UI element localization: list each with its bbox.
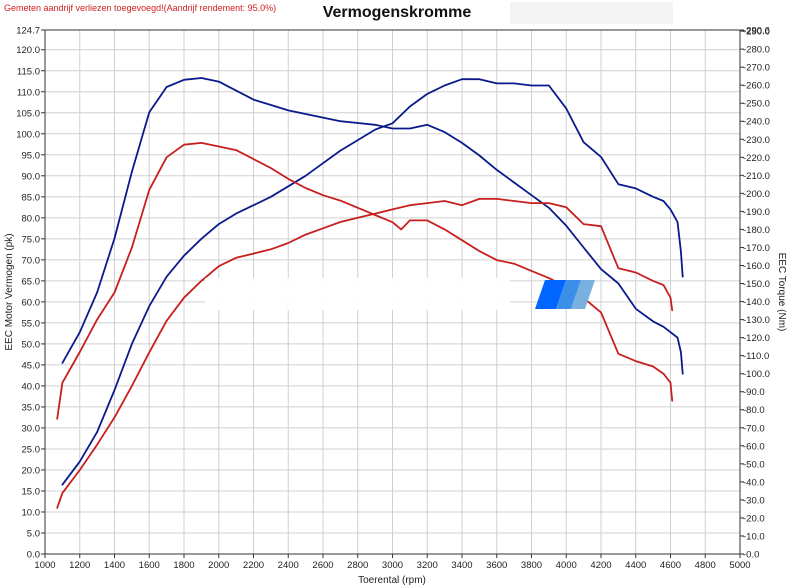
x-tick-label: 2600 bbox=[312, 560, 333, 571]
y2-tick-label: -130.0 bbox=[743, 315, 770, 326]
series-line-blue-power bbox=[61, 78, 684, 486]
y-tick-label: 30.0 bbox=[22, 423, 41, 434]
y2-tick-label: -30.0 bbox=[743, 495, 765, 506]
y2-tick-label: -160.0 bbox=[743, 261, 770, 272]
right-axis-title: EEC Torque (Nm) bbox=[776, 253, 787, 332]
x-tick-label: 1800 bbox=[173, 560, 194, 571]
y-tick-label: 10.0 bbox=[22, 507, 41, 518]
x-axis-title: Toerental (rpm) bbox=[358, 575, 426, 586]
y2-tick-label: -240.0 bbox=[743, 117, 770, 128]
y-tick-label: 120.0 bbox=[16, 45, 40, 56]
x-tick-label: 2200 bbox=[243, 560, 264, 571]
y-tick-label: 105.0 bbox=[16, 108, 40, 119]
series-layer bbox=[56, 77, 684, 509]
series-line-red-power bbox=[56, 197, 674, 509]
y-tick-label: 95.0 bbox=[22, 150, 41, 161]
y-tick-label: 124.7 bbox=[16, 26, 40, 37]
y2-tick-label: -0.0 bbox=[743, 550, 759, 561]
y-tick-label: 40.0 bbox=[22, 381, 41, 392]
series-line-red-torque bbox=[56, 141, 674, 420]
series-line-blue-torque bbox=[61, 77, 684, 375]
y2-tick-label: -80.0 bbox=[743, 405, 765, 416]
y2-tick-label: -280.0 bbox=[743, 45, 770, 56]
y-tick-label: 50.0 bbox=[22, 339, 41, 350]
y-tick-label: 0.0 bbox=[27, 550, 40, 561]
y-tick-label: 35.0 bbox=[22, 402, 41, 413]
chart-title: Vermogenskromme bbox=[323, 4, 472, 21]
y2-tick-label: -120.0 bbox=[743, 333, 770, 344]
y2-tick-label: -290.6 bbox=[743, 26, 770, 37]
x-tick-label: 5000 bbox=[729, 560, 750, 571]
y2-tick-label: -10.0 bbox=[743, 531, 765, 542]
y2-tick-label: -210.0 bbox=[743, 171, 770, 182]
title-background bbox=[510, 2, 673, 24]
x-tick-label: 2400 bbox=[278, 560, 299, 571]
x-tick-label: 1200 bbox=[69, 560, 90, 571]
x-tick-label: 1400 bbox=[104, 560, 125, 571]
y-tick-label: 100.0 bbox=[16, 129, 40, 140]
x-tick-label: 1000 bbox=[34, 560, 55, 571]
right-axis-ticks: -0.0 -10.0 -20.0 -30.0 -40.0 -50.0 -60.0 -70.0 -… bbox=[740, 26, 770, 561]
y-tick-label: 110.0 bbox=[17, 87, 40, 98]
drive-loss-note: Gemeten aandrijf verliezen toegevoegd!(A… bbox=[4, 3, 276, 13]
y-tick-label: 70.0 bbox=[22, 255, 41, 266]
y-tick-label: 15.0 bbox=[22, 486, 41, 497]
x-tick-label: 3800 bbox=[521, 560, 542, 571]
x-axis-ticks: 1000 1200 1400 1600 1800 2000 2200 2400 2600 2800… bbox=[34, 554, 751, 571]
y2-tick-label: -260.0 bbox=[743, 81, 770, 92]
y2-tick-label: -220.0 bbox=[743, 153, 770, 164]
y2-tick-label: -90.0 bbox=[743, 387, 765, 398]
x-tick-label: 4400 bbox=[625, 560, 646, 571]
y2-tick-label: -50.0 bbox=[743, 459, 765, 470]
y2-tick-label: -230.0 bbox=[743, 135, 770, 146]
y-tick-label: 55.0 bbox=[22, 318, 41, 329]
x-tick-label: 4800 bbox=[695, 560, 716, 571]
y2-tick-label: -270.0 bbox=[743, 63, 770, 74]
watermark-overlay bbox=[205, 278, 595, 310]
y-tick-label: 60.0 bbox=[22, 297, 41, 308]
y2-tick-label: -100.0 bbox=[743, 369, 770, 380]
x-tick-label: 4200 bbox=[590, 560, 611, 571]
y2-tick-label: -140.0 bbox=[743, 297, 770, 308]
y2-tick-label: -200.0 bbox=[743, 189, 770, 200]
y2-tick-label: -70.0 bbox=[743, 423, 765, 434]
x-tick-label: 2000 bbox=[208, 560, 229, 571]
left-axis-ticks: 0.0 5.0 10.0 15.0 20.0 25.0 30.0 35.0 40.0 45.0 50… bbox=[16, 26, 45, 561]
left-axis-title: EEC Motor Vermogen (pk) bbox=[4, 233, 15, 350]
y2-tick-label: -250.0 bbox=[743, 99, 770, 110]
y-tick-label: 115.0 bbox=[17, 66, 40, 77]
x-tick-label: 4600 bbox=[660, 560, 681, 571]
y-tick-label: 25.0 bbox=[22, 444, 41, 455]
x-tick-label: 4000 bbox=[556, 560, 577, 571]
y-tick-label: 5.0 bbox=[27, 528, 40, 539]
x-tick-label: 3600 bbox=[486, 560, 507, 571]
x-tick-label: 2800 bbox=[347, 560, 368, 571]
x-tick-label: 3000 bbox=[382, 560, 403, 571]
y-tick-label: 90.0 bbox=[22, 171, 41, 182]
x-tick-label: 1600 bbox=[139, 560, 160, 571]
y2-tick-label: -60.0 bbox=[743, 441, 765, 452]
y-tick-label: 75.0 bbox=[22, 234, 41, 245]
y-tick-label: 45.0 bbox=[22, 360, 41, 371]
y2-tick-label: -290.0 bbox=[743, 27, 770, 38]
y2-tick-label: -40.0 bbox=[743, 477, 765, 488]
y2-tick-label: -150.0 bbox=[743, 279, 770, 290]
y-tick-label: 20.0 bbox=[22, 465, 41, 476]
y-tick-label: 80.0 bbox=[22, 213, 41, 224]
x-tick-label: 3200 bbox=[417, 560, 438, 571]
y2-tick-label: -170.0 bbox=[743, 243, 770, 254]
y-tick-label: 85.0 bbox=[22, 192, 41, 203]
y2-tick-label: -20.0 bbox=[743, 513, 765, 524]
y2-tick-label: -190.0 bbox=[743, 207, 770, 218]
x-tick-label: 3400 bbox=[451, 560, 472, 571]
y2-tick-label: -180.0 bbox=[743, 225, 770, 236]
y2-tick-label: -110.0 bbox=[743, 351, 769, 362]
y-tick-label: 65.0 bbox=[22, 276, 41, 287]
